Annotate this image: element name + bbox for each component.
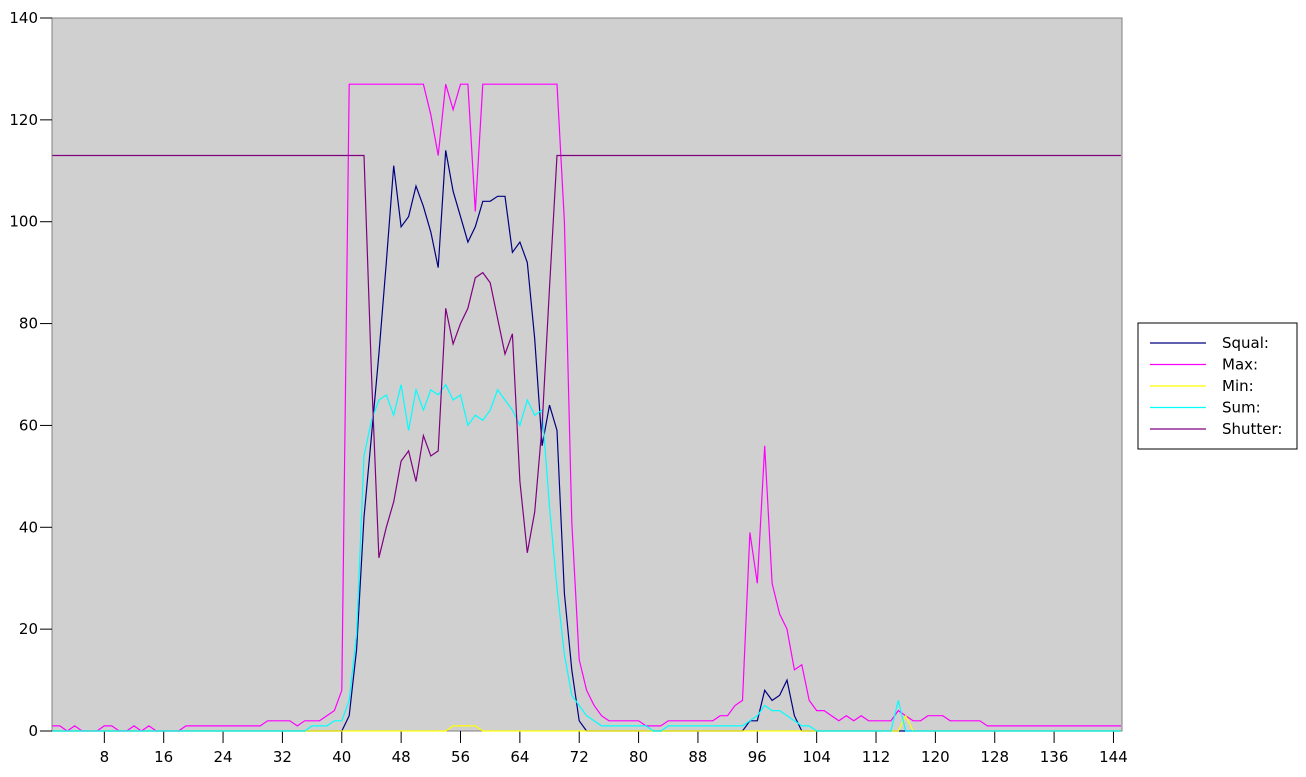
y-axis: 0 20 40 60 80 100 120 140	[9, 9, 52, 740]
x-tick-label: 120	[921, 748, 950, 766]
y-tick-label: 120	[9, 111, 38, 129]
x-tick-label: 64	[510, 748, 529, 766]
x-tick-label: 8	[100, 748, 110, 766]
legend-label-squal: Squal:	[1222, 334, 1269, 352]
x-tick-label: 72	[570, 748, 589, 766]
x-axis: 8 16 24 32 40 48 56 64 72 80 88 96 104 112 120 128 136 14…	[100, 731, 1128, 766]
y-tick-label: 100	[9, 213, 38, 231]
y-tick-label: 60	[19, 416, 38, 434]
x-tick-label: 16	[154, 748, 173, 766]
x-tick-label: 136	[1040, 748, 1069, 766]
legend-label-sum: Sum:	[1222, 399, 1261, 417]
series-line-max	[52, 83, 1121, 732]
x-tick-label: 144	[1099, 748, 1128, 766]
plot-area	[51, 17, 1123, 732]
x-tick-label: 40	[332, 748, 351, 766]
y-tick-label: 20	[19, 620, 38, 638]
x-tick-label: 112	[862, 748, 891, 766]
legend-label-max: Max:	[1222, 356, 1258, 374]
y-tick-label: 140	[9, 9, 38, 27]
x-tick-label: 56	[451, 748, 470, 766]
x-tick-label: 96	[748, 748, 767, 766]
series-lines	[52, 83, 1121, 732]
series-line-shutter	[52, 154, 1121, 558]
x-tick-label: 48	[392, 748, 411, 766]
series-line-sum	[52, 383, 1121, 732]
x-tick-label: 128	[980, 748, 1009, 766]
x-tick-label: 88	[688, 748, 707, 766]
legend-label-min: Min:	[1222, 377, 1254, 395]
x-tick-label: 32	[273, 748, 292, 766]
y-tick-label: 40	[19, 518, 38, 536]
x-tick-label: 24	[214, 748, 233, 766]
x-tick-label: 104	[802, 748, 831, 766]
x-tick-label: 80	[629, 748, 648, 766]
legend-label-shutter: Shutter:	[1222, 420, 1282, 438]
y-tick-label: 80	[19, 315, 38, 333]
legend: Squal: Max: Min: Sum: Shutter:	[1137, 322, 1298, 450]
y-tick-label: 0	[28, 722, 38, 740]
